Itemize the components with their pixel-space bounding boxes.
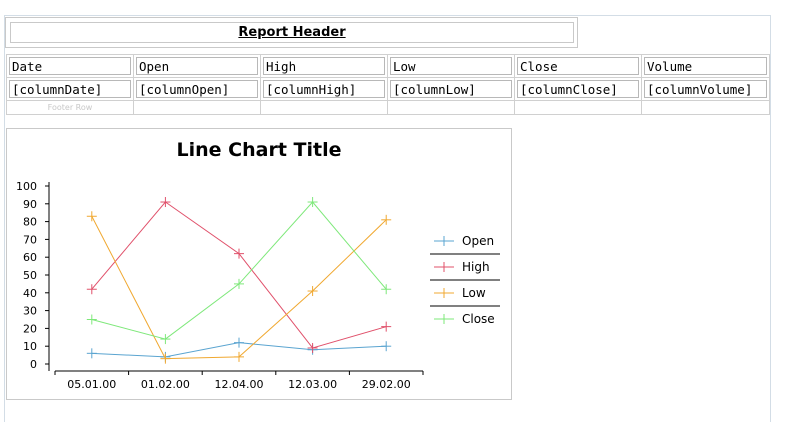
line-chart[interactable]: Line Chart Title 0 10 20 30 40 50 60 70 80 90 100 0…	[6, 128, 512, 400]
field-cell-open[interactable]: [columnOpen]	[133, 77, 261, 101]
field-cell-low[interactable]: [columnLow]	[387, 77, 515, 101]
data-point-low[interactable]	[86, 211, 97, 222]
field-text: [columnHigh]	[263, 80, 385, 98]
data-point-close[interactable]	[307, 197, 318, 208]
legend-item-low[interactable]: Low	[434, 286, 486, 300]
y-tick-label: 100	[16, 180, 37, 193]
y-tick-label: 80	[23, 216, 37, 229]
footer-cell[interactable]	[514, 100, 642, 115]
field-cell-date[interactable]: [columnDate]	[6, 77, 134, 101]
field-cell-close[interactable]: [columnClose]	[514, 77, 642, 101]
report-header-band[interactable]: Report Header	[5, 17, 578, 48]
header-text: Volume	[644, 57, 767, 75]
footer-row-label: Footer Row	[47, 103, 93, 112]
data-point-high[interactable]	[160, 197, 171, 208]
y-tick-label: 50	[23, 269, 37, 282]
x-tick-label: 01.02.00	[141, 378, 190, 391]
field-text: [columnClose]	[517, 80, 639, 98]
data-point-high[interactable]	[307, 342, 318, 353]
field-text: [columnDate]	[9, 80, 131, 98]
data-point-close[interactable]	[86, 314, 97, 325]
report-table: Date Open High Low Close Volume [columnD…	[6, 54, 770, 115]
x-tick-label: 12.04.00	[215, 378, 264, 391]
data-point-low[interactable]	[160, 353, 171, 364]
y-tick-label: 90	[23, 198, 37, 211]
field-cell-volume[interactable]: [columnVolume]	[641, 77, 770, 101]
footer-cell[interactable]	[133, 100, 261, 115]
field-text: [columnLow]	[390, 80, 512, 98]
data-point-low[interactable]	[234, 351, 244, 362]
footer-cell[interactable]	[387, 100, 515, 115]
header-cell-open[interactable]: Open	[133, 54, 261, 78]
y-tick-label: 20	[23, 322, 37, 335]
x-tick-label: 29.02.00	[362, 378, 411, 391]
header-cell-high[interactable]: High	[260, 54, 388, 78]
data-point-high[interactable]	[381, 321, 392, 332]
y-tick-label: 60	[23, 251, 37, 264]
y-tick-label: 40	[23, 287, 37, 300]
header-text: Date	[9, 57, 131, 75]
legend-item-close[interactable]: Close	[434, 312, 495, 326]
data-point-close[interactable]	[234, 278, 244, 289]
table-footer-row: Footer Row	[6, 100, 770, 115]
y-tick-label: 10	[23, 340, 37, 353]
legend-item-open[interactable]: Open	[434, 234, 494, 248]
line-chart-svg: Line Chart Title 0 10 20 30 40 50 60 70 80 90 100 0…	[16, 139, 500, 391]
header-text: Low	[390, 57, 512, 75]
field-text: [columnVolume]	[644, 80, 767, 98]
footer-cell[interactable]	[260, 100, 388, 115]
data-point-open[interactable]	[86, 348, 97, 359]
header-text: Close	[517, 57, 639, 75]
data-point-low[interactable]	[307, 286, 318, 297]
chart-title: Line Chart Title	[177, 139, 342, 161]
table-header-row: Date Open High Low Close Volume	[6, 54, 770, 78]
data-point-high[interactable]	[86, 284, 97, 295]
report-header-label[interactable]: Report Header	[10, 22, 574, 43]
legend-label: High	[462, 260, 490, 274]
legend-label: Close	[462, 312, 495, 326]
legend-label: Low	[462, 286, 486, 300]
footer-cell[interactable]: Footer Row	[6, 100, 134, 115]
data-point-open[interactable]	[381, 341, 392, 352]
y-tick-label: 70	[23, 233, 37, 246]
series-line-high[interactable]	[91, 201, 387, 349]
data-point-high[interactable]	[234, 248, 244, 259]
x-tick-label: 05.01.00	[67, 378, 116, 391]
header-cell-close[interactable]: Close	[514, 54, 642, 78]
y-tick-label: 0	[30, 358, 37, 371]
legend-item-high[interactable]: High	[434, 260, 490, 274]
data-point-close[interactable]	[381, 284, 392, 295]
report-designer-surface	[4, 15, 771, 422]
field-cell-high[interactable]: [columnHigh]	[260, 77, 388, 101]
header-text: Open	[136, 57, 258, 75]
legend-label: Open	[462, 234, 494, 248]
footer-cell[interactable]	[641, 100, 770, 115]
header-cell-volume[interactable]: Volume	[641, 54, 770, 78]
field-text: [columnOpen]	[136, 80, 258, 98]
data-point-close[interactable]	[160, 334, 171, 345]
table-detail-row: [columnDate] [columnOpen] [columnHigh] […	[6, 77, 770, 101]
x-tick-label: 12.03.00	[288, 378, 337, 391]
data-point-open[interactable]	[234, 337, 244, 348]
data-point-low[interactable]	[381, 214, 392, 225]
y-tick-label: 30	[23, 305, 37, 318]
header-cell-date[interactable]: Date	[6, 54, 134, 78]
header-text: High	[263, 57, 385, 75]
header-cell-low[interactable]: Low	[387, 54, 515, 78]
series-line-close[interactable]	[91, 201, 387, 340]
